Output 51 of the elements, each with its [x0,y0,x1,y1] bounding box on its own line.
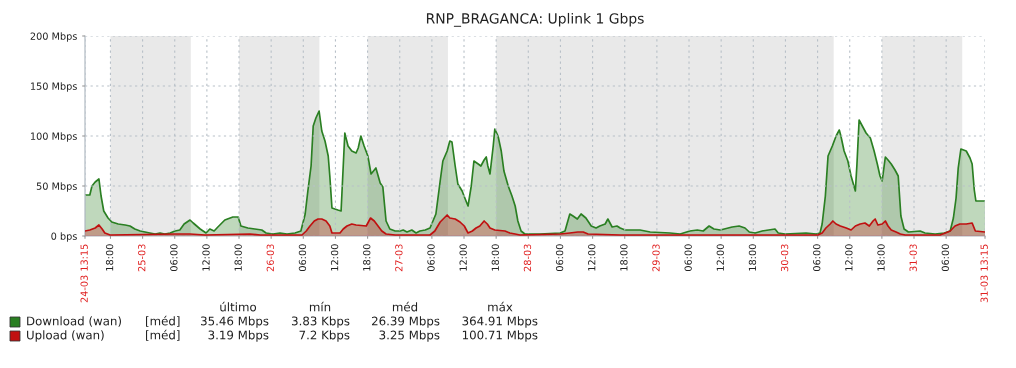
x-tick-label: 12:00 [845,244,853,271]
x-tick-label: 29-03 [652,244,660,272]
x-tick-label: 18:00 [363,244,371,271]
x-tick-label: 18:00 [620,244,628,271]
x-tick-label: 28-03 [523,244,532,272]
text: máx [488,301,513,312]
text: 3.83 Kbps [291,316,350,328]
text: 3.25 Mbps [379,330,440,342]
x-tick-label: 18:00 [877,244,885,271]
y-tick-label: 0 bps [51,232,77,242]
legend-label: Download (wan) [27,316,121,327]
x-tick-label: 12:00 [716,244,724,271]
text: mín [309,301,331,312]
x-tick-label: 27-03 [395,244,403,272]
text: 26.39 Mbps [371,316,440,328]
chart-title: RNP_BRAGANCA: Uplink 1 Gbps [426,12,644,27]
text: [méd] [146,329,180,341]
x-tick-label: 06:00 [427,244,435,272]
text: [méd] [146,315,180,327]
x-tick-label: 06:00 [555,244,564,272]
legend-label: Upload (wan) [27,330,104,342]
x-tick-label: 18:00 [491,244,499,271]
text: 364.91 Mbps [462,316,538,328]
y-tick-label: 50 Mbps [36,182,77,192]
text: méd [392,301,418,312]
x-tick-label: 12:00 [459,244,467,271]
x-tick-label: 06:00 [684,244,692,272]
x-tick-label: 06:00 [941,244,949,272]
x-tick-label: 18:00 [234,244,242,271]
x-tick-label: 30-03 [780,244,789,272]
y-tick-label: 100 Mbps [30,132,77,142]
text: 35.46 Mbps [201,316,269,328]
x-tick-label: 06:00 [298,244,307,272]
x-tick-label: 25-03 [138,244,146,272]
y-tick-label: 200 Mbps [30,32,77,42]
y-tick-label: 150 Mbps [30,82,77,92]
x-tick-label: 18:00 [748,244,757,271]
x-tick-label: 06:00 [170,244,178,272]
text: 7.2 Kbps [299,330,350,342]
x-tick-label: 06:00 [813,244,821,272]
text: 3.19 Mbps [208,330,269,342]
text: último [220,301,257,312]
text: 100.71 Mbps [462,330,538,342]
x-tick-label: 31-03 [909,244,917,272]
x-tick-label: 26-03 [266,244,274,272]
x-tick-label: 12:00 [330,244,339,271]
x-tick-label: 31-03 13:15 [980,244,988,303]
x-tick-label: 18:00 [105,244,114,271]
x-tick-label: 12:00 [202,244,210,271]
x-tick-label: 24-03 13:15 [80,244,88,303]
x-tick-label: 12:00 [588,244,596,271]
